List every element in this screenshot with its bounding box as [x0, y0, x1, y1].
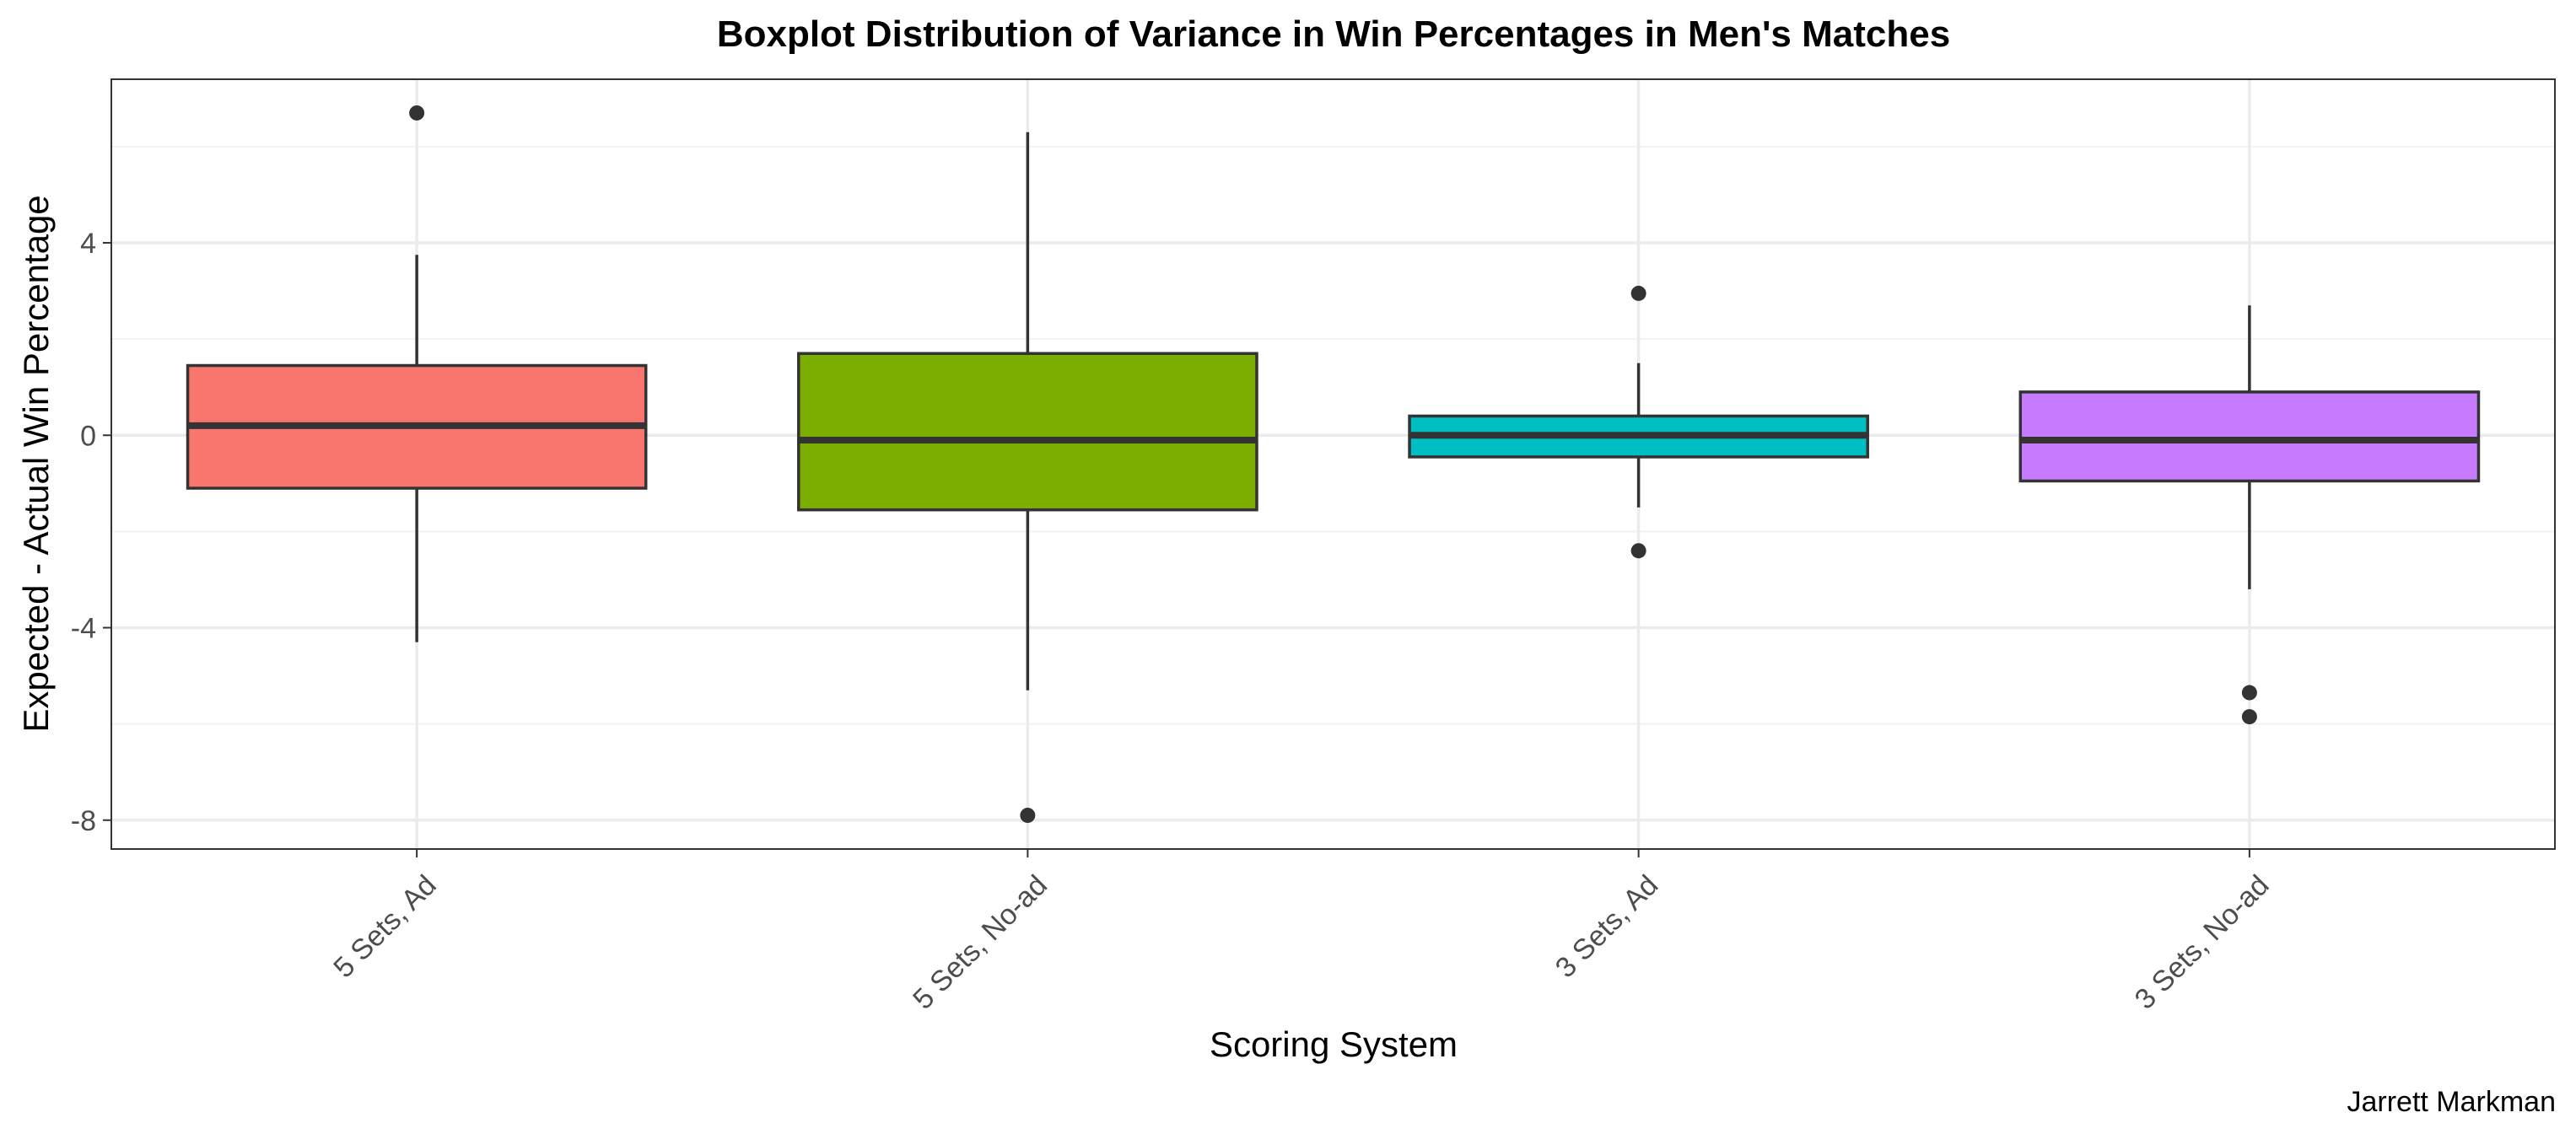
chart-caption: Jarrett Markman — [2347, 1086, 2557, 1118]
plot-border — [110, 78, 2556, 850]
y-axis-title: Expected - Actual Win Percentage — [16, 195, 56, 732]
y-tick-label: -8 — [71, 805, 96, 837]
box-layer — [186, 105, 2481, 824]
outlier-point — [1020, 808, 1036, 824]
chart-title: Boxplot Distribution of Variance in Win … — [717, 13, 1950, 55]
box-3-sets-ad — [1408, 285, 1869, 559]
outlier-point — [1630, 543, 1646, 559]
x-tick-label: 5 Sets, No-ad — [907, 869, 1054, 1016]
box-5-sets-ad — [186, 105, 648, 642]
x-tick-label: 3 Sets, No-ad — [2129, 869, 2276, 1016]
x-tick-label: 5 Sets, Ad — [327, 869, 442, 984]
outlier-point — [2241, 685, 2257, 701]
outlier-point — [409, 105, 425, 121]
y-tick-label: 4 — [80, 228, 96, 260]
x-tick-label: 3 Sets, Ad — [1549, 869, 1664, 984]
outlier-point — [2241, 709, 2257, 725]
y-tick-label: 0 — [80, 420, 96, 452]
iqr-box — [797, 352, 1258, 512]
outlier-point — [1630, 285, 1646, 301]
box-5-sets-no-ad — [797, 132, 1258, 824]
y-tick-label: -4 — [71, 613, 96, 645]
iqr-box — [2018, 390, 2481, 483]
box-3-sets-no-ad — [2018, 305, 2481, 725]
x-axis-title: Scoring System — [1210, 1024, 1458, 1064]
